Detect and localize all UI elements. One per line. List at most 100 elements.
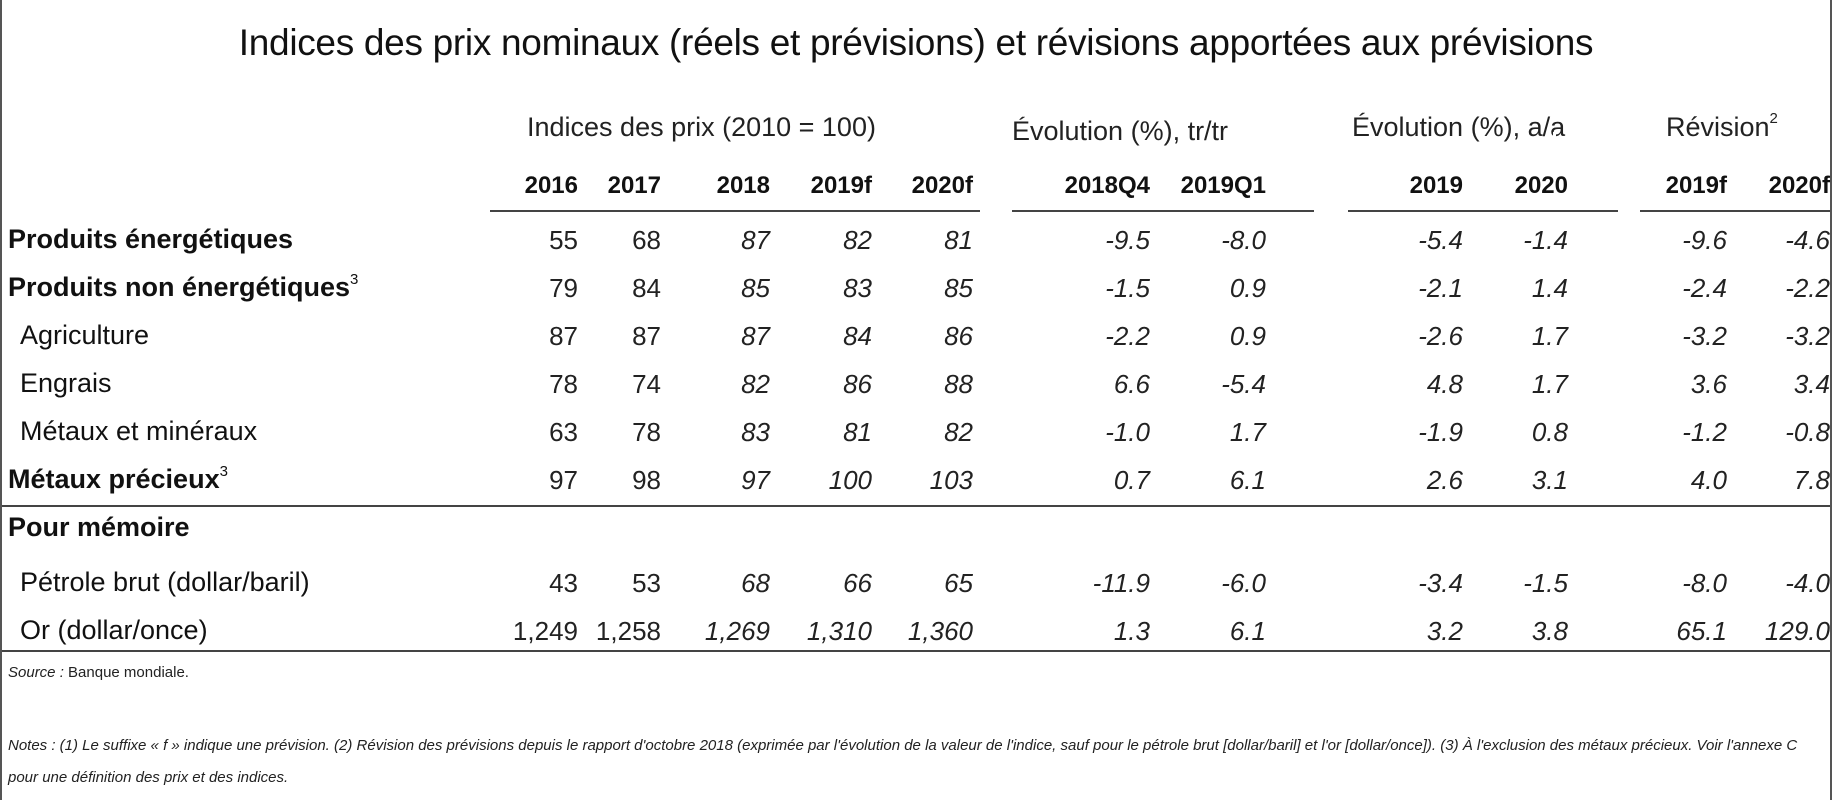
table-cell: 82 [741,369,770,399]
row-label-text: Métaux et minéraux [20,416,258,446]
table-cell: 1,258 [595,616,661,646]
table-cell: -8.0 [1682,568,1727,598]
table-cell: 3.8 [1531,616,1568,646]
table-title: Indices des prix nominaux (réels et prév… [238,22,1594,63]
row-label-sup: 3 [219,463,228,480]
table-cell: -8.0 [1221,225,1266,255]
table-cell: 86 [944,321,973,351]
table-cell: 85 [944,273,973,303]
table-cell: 84 [843,321,872,351]
table-cell: 78 [632,417,661,447]
row-label-sup: 3 [350,271,359,288]
subheader-cell: 2019Q1 [1180,172,1266,199]
table-cell: 1,249 [512,616,578,646]
source-text: Banque mondiale. [63,664,189,681]
table-cell: -9.5 [1105,225,1150,255]
table-cell: 3.4 [1793,369,1830,399]
rule-quarterly [1012,210,1314,212]
table-cell: 83 [843,273,872,303]
table-cell: 3.2 [1426,616,1463,646]
table-cell: 0.9 [1229,273,1266,303]
table-cell: -1.2 [1682,417,1727,447]
table-cell: -4.0 [1785,568,1830,598]
table-cell: 87 [549,321,578,351]
header-price-indices: Indices des prix (2010 = 100) [527,112,876,142]
table-cell: 100 [828,465,872,495]
table-cell: 7.8 [1793,465,1830,495]
subheader-cell: 2020f [1768,172,1830,199]
table-cell: -1.9 [1418,417,1463,447]
table-cell: 74 [632,369,661,399]
header-revision: Révision2 [1666,110,1778,143]
table-cell: 85 [741,273,770,303]
table-cell: 87 [741,225,770,255]
table-cell: -9.6 [1682,225,1727,255]
table-cell: 0.7 [1113,465,1150,495]
table-cell: 82 [944,417,973,447]
table-cell: 84 [632,273,661,303]
row-label-text: Agriculture [20,320,150,350]
header-revision-sup: 2 [1769,110,1778,127]
table-cell: 88 [944,369,973,399]
table-cell: 83 [741,417,770,447]
table-bottom-rule [2,650,1830,652]
table-cell: -6.0 [1221,568,1266,598]
table-cell: 6.6 [1113,369,1150,399]
table-cell: 3.6 [1690,369,1727,399]
table-cell: 1.7 [1229,417,1266,447]
table-cell: 2.6 [1426,465,1463,495]
table-cell: 66 [843,568,872,598]
section-divider [2,505,1830,507]
table-cell: -3.2 [1785,321,1830,351]
table-cell: -2.6 [1418,321,1463,351]
table-cell: 68 [741,568,770,598]
table-cell: 82 [843,225,872,255]
row-label: Pour mémoire [8,512,190,543]
table-cell: -3.2 [1682,321,1727,351]
table-cell: 81 [944,225,973,255]
table-cell: 6.1 [1229,616,1266,646]
subheader-cell: 2016 [524,172,578,199]
table-cell: 55 [549,225,578,255]
table-cell: 79 [549,273,578,303]
table-cell: -2.1 [1418,273,1463,303]
header-annual-change: Évolution (%), a/a [1352,112,1566,142]
table-cell: 0.9 [1229,321,1266,351]
row-label-text: Pour mémoire [8,512,190,542]
table-cell: 97 [549,465,578,495]
row-label: Produits non énergétiques3 [8,271,359,303]
table-cell: -2.2 [1105,321,1150,351]
table-cell: 1,310 [806,616,872,646]
table-cell: 103 [929,465,973,495]
table-cell: 4.0 [1690,465,1727,495]
table-cell: -1.5 [1105,273,1150,303]
table-cell: 81 [843,417,872,447]
table-cell: -2.2 [1785,273,1830,303]
table-cell: -4.6 [1785,225,1830,255]
rule-annual [1348,210,1618,212]
rule-revision [1640,210,1830,212]
row-label-text: Produits énergétiques [8,224,294,254]
table-cell: 65 [944,568,973,598]
table-cell: 78 [549,369,578,399]
header-revision-label: Révision [1666,112,1770,142]
table-cell: 63 [549,417,578,447]
table-cell: 87 [632,321,661,351]
table-cell: 1.3 [1113,616,1150,646]
subheader-cell: 2020 [1514,172,1568,199]
table-cell: 6.1 [1229,465,1266,495]
table-cell: 86 [843,369,872,399]
row-label-text: Métaux précieux [8,464,220,494]
row-label: Engrais [20,368,112,399]
source-note: Source : Banque mondiale. [8,664,189,681]
subheader-cell: 2017 [607,172,661,199]
table-cell: -1.5 [1523,568,1568,598]
subheader-cell: 2019 [1409,172,1463,199]
row-label: Agriculture [20,320,149,351]
row-label-text: Pétrole brut (dollar/baril) [20,567,310,597]
source-label: Source : [8,664,64,681]
subheader-cell: 2018 [716,172,770,199]
table-cell: 1,360 [907,616,973,646]
table-cell: -0.8 [1785,417,1830,447]
table-cell: 1.4 [1531,273,1568,303]
